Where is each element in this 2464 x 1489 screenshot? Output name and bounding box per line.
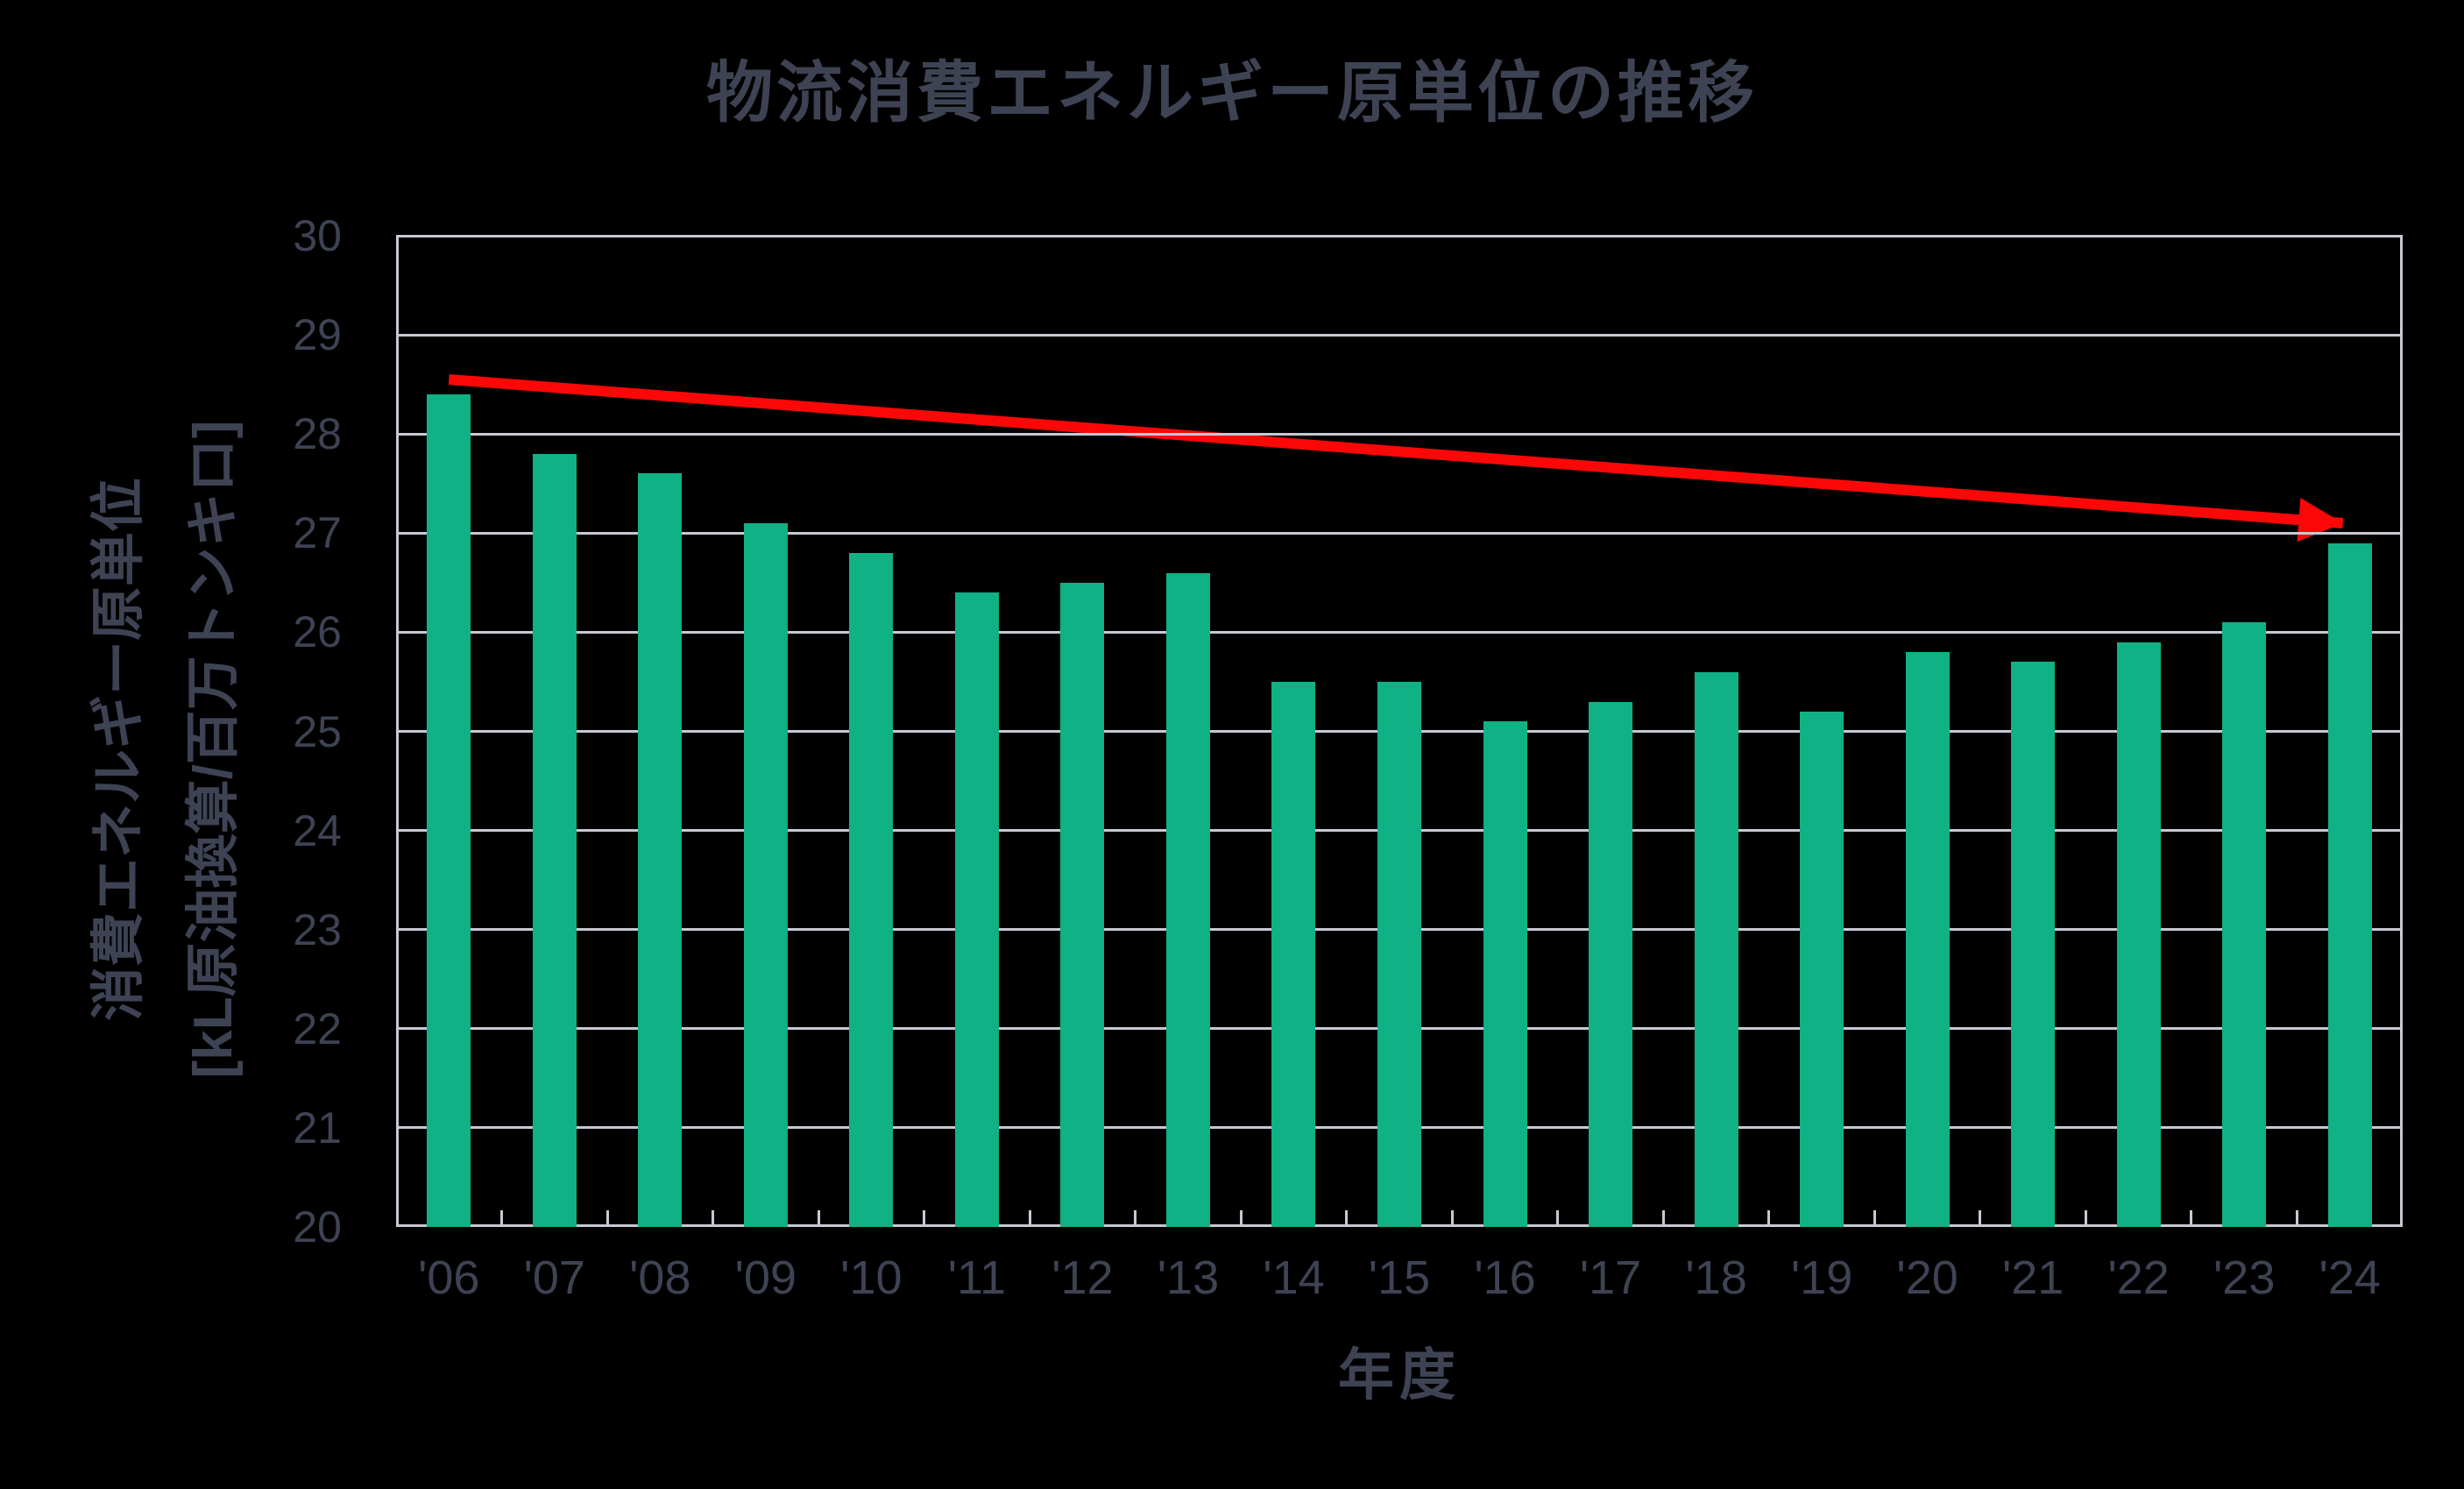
x-tick-label-'06: '06 bbox=[418, 1251, 480, 1304]
gridline-29 bbox=[396, 333, 2403, 337]
bar-'13 bbox=[1165, 572, 1210, 1227]
x-tick-label-'17: '17 bbox=[1579, 1251, 1642, 1304]
x-axis-tick bbox=[1661, 1210, 1665, 1227]
x-axis-tick bbox=[1239, 1210, 1243, 1227]
bar-'16 bbox=[1483, 721, 1527, 1227]
y-tick-label-20: 20 bbox=[293, 1202, 342, 1251]
x-tick-label-'12: '12 bbox=[1051, 1251, 1114, 1304]
bar-'11 bbox=[954, 592, 999, 1227]
bar-'06 bbox=[427, 394, 471, 1227]
y-tick-label-27: 27 bbox=[293, 508, 342, 558]
bar-'20 bbox=[1905, 652, 1950, 1227]
y-tick-label-21: 21 bbox=[293, 1103, 342, 1152]
gridline-26 bbox=[396, 630, 2403, 634]
y-tick-label-23: 23 bbox=[293, 904, 342, 954]
x-axis-tick bbox=[817, 1210, 820, 1227]
chart-title: 物流消費エネルギー原単位の推移 bbox=[706, 56, 1758, 131]
gridline-28 bbox=[396, 432, 2403, 436]
bar-'09 bbox=[743, 523, 788, 1227]
gridline-30 bbox=[396, 234, 2403, 238]
x-tick-label-'20: '20 bbox=[1896, 1251, 1958, 1304]
x-axis-tick bbox=[712, 1210, 715, 1227]
y-tick-label-29: 29 bbox=[293, 310, 342, 360]
bar-'23 bbox=[2222, 622, 2267, 1227]
bar-'21 bbox=[2011, 662, 2056, 1227]
bar-'22 bbox=[2116, 642, 2161, 1227]
y-tick-label-25: 25 bbox=[293, 706, 342, 756]
x-tick-label-'14: '14 bbox=[1263, 1251, 1325, 1304]
x-tick-label-'11: '11 bbox=[947, 1251, 1007, 1304]
x-tick-label-'19: '19 bbox=[1790, 1251, 1853, 1304]
bar-'10 bbox=[849, 552, 894, 1227]
x-axis-tick bbox=[1979, 1210, 1982, 1227]
x-tick-label-'23: '23 bbox=[2213, 1251, 2276, 1304]
trend-arrow bbox=[448, 374, 2344, 542]
x-tick-label-'18: '18 bbox=[1685, 1251, 1747, 1304]
x-axis-tick bbox=[1873, 1210, 1876, 1227]
x-tick-label-'21: '21 bbox=[2001, 1251, 2064, 1304]
bar-'07 bbox=[532, 453, 577, 1227]
bar-'17 bbox=[1589, 701, 1633, 1227]
x-tick-label-'13: '13 bbox=[1157, 1251, 1220, 1304]
x-axis-tick bbox=[1028, 1210, 1031, 1227]
bar-'08 bbox=[638, 473, 683, 1227]
x-axis-tick bbox=[500, 1210, 504, 1227]
x-axis-tick bbox=[2295, 1210, 2298, 1227]
x-tick-label-'09: '09 bbox=[734, 1251, 797, 1304]
trend-arrow-line bbox=[448, 374, 2344, 542]
x-axis-title: 年度 bbox=[1338, 1344, 1461, 1407]
plot-area bbox=[396, 234, 2403, 1227]
y-tick-label-26: 26 bbox=[293, 607, 342, 657]
x-axis-tick bbox=[923, 1210, 926, 1227]
x-axis-tick bbox=[1767, 1210, 1771, 1227]
bar-'18 bbox=[1694, 671, 1738, 1227]
y-tick-label-30: 30 bbox=[293, 211, 342, 260]
x-tick-label-'07: '07 bbox=[523, 1251, 585, 1304]
bar-'24 bbox=[2327, 542, 2372, 1227]
x-tick-label-'24: '24 bbox=[2319, 1251, 2381, 1304]
x-axis-tick bbox=[2084, 1210, 2087, 1227]
bar-'12 bbox=[1060, 582, 1105, 1227]
x-tick-label-'22: '22 bbox=[2107, 1251, 2170, 1304]
bar-'19 bbox=[1800, 711, 1844, 1227]
x-axis-tick bbox=[1345, 1210, 1349, 1227]
x-axis-tick bbox=[1450, 1210, 1454, 1227]
y-tick-label-24: 24 bbox=[293, 805, 342, 855]
x-axis-tick bbox=[1556, 1210, 1560, 1227]
x-tick-label-'10: '10 bbox=[840, 1251, 903, 1304]
x-tick-label-'16: '16 bbox=[1474, 1251, 1536, 1304]
x-axis-tick bbox=[1134, 1210, 1137, 1227]
x-tick-label-'08: '08 bbox=[629, 1251, 691, 1304]
bar-'15 bbox=[1377, 681, 1421, 1227]
gridline-27 bbox=[396, 531, 2403, 535]
x-tick-label-'15: '15 bbox=[1368, 1251, 1431, 1304]
bar-'14 bbox=[1271, 681, 1316, 1227]
x-axis-tick bbox=[2190, 1210, 2193, 1227]
x-axis-tick bbox=[605, 1210, 609, 1227]
y-tick-label-28: 28 bbox=[293, 409, 342, 459]
y-tick-label-22: 22 bbox=[293, 1003, 342, 1053]
